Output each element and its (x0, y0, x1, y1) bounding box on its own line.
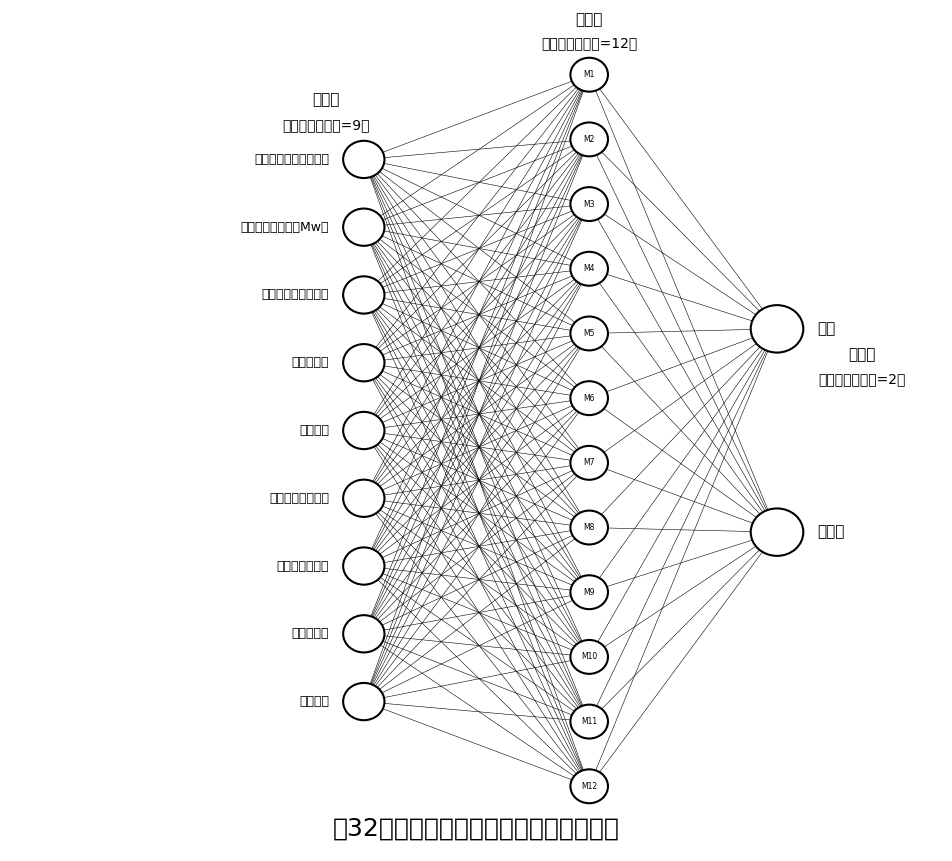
Circle shape (570, 122, 607, 157)
Text: 盛土の幅／厚さ比: 盛土の幅／厚さ比 (268, 492, 328, 505)
Circle shape (570, 511, 607, 544)
Circle shape (343, 141, 384, 178)
Text: M5: M5 (583, 329, 594, 338)
Text: マグニチュード（Mw）: マグニチュード（Mw） (240, 220, 328, 233)
Circle shape (343, 276, 384, 313)
Text: 盛土の厚さ: 盛土の厚さ (291, 356, 328, 369)
Circle shape (570, 640, 607, 674)
Circle shape (570, 58, 607, 91)
Text: （ニューロン数=2）: （ニューロン数=2） (817, 373, 904, 387)
Text: 盛土の底面傾斜: 盛土の底面傾斜 (276, 560, 328, 573)
Circle shape (343, 683, 384, 720)
Circle shape (750, 509, 803, 556)
Text: 地下水の量: 地下水の量 (291, 628, 328, 641)
Text: 中間層: 中間層 (575, 12, 603, 28)
Text: 断層面からの最短距離: 断層面からの最短距離 (254, 153, 328, 166)
Circle shape (570, 187, 607, 221)
Circle shape (570, 575, 607, 610)
Text: M11: M11 (581, 717, 597, 726)
Circle shape (343, 344, 384, 381)
Text: 図32　ニューラルネットワークのモデル: 図32 ニューラルネットワークのモデル (332, 816, 620, 840)
Text: M10: M10 (581, 653, 597, 661)
Circle shape (570, 446, 607, 480)
Text: （ニューロン数=9）: （ニューロン数=9） (282, 119, 369, 133)
Text: M3: M3 (583, 200, 594, 208)
Circle shape (570, 317, 607, 350)
Text: 変動: 変動 (817, 321, 835, 337)
Circle shape (750, 305, 803, 352)
Text: 出力層: 出力層 (847, 347, 874, 362)
Text: M8: M8 (583, 523, 594, 532)
Text: 造成年代: 造成年代 (299, 695, 328, 708)
Circle shape (570, 704, 607, 739)
Text: 非変動: 非変動 (817, 524, 843, 540)
Text: 盛土の幅: 盛土の幅 (299, 424, 328, 437)
Text: M12: M12 (581, 782, 597, 790)
Text: 断層面に対する方向: 断層面に対する方向 (261, 288, 328, 301)
Text: M6: M6 (583, 393, 594, 403)
Text: M7: M7 (583, 458, 594, 468)
Circle shape (570, 251, 607, 286)
Circle shape (343, 480, 384, 517)
Text: （ニューロン数=12）: （ニューロン数=12） (541, 36, 637, 51)
Circle shape (570, 770, 607, 803)
Text: M2: M2 (583, 135, 594, 144)
Circle shape (343, 208, 384, 246)
Text: M1: M1 (583, 71, 594, 79)
Text: M9: M9 (583, 588, 594, 597)
Text: 入力層: 入力層 (312, 93, 340, 108)
Circle shape (343, 412, 384, 449)
Text: M4: M4 (583, 264, 594, 273)
Circle shape (343, 548, 384, 585)
Circle shape (343, 615, 384, 653)
Circle shape (570, 381, 607, 415)
